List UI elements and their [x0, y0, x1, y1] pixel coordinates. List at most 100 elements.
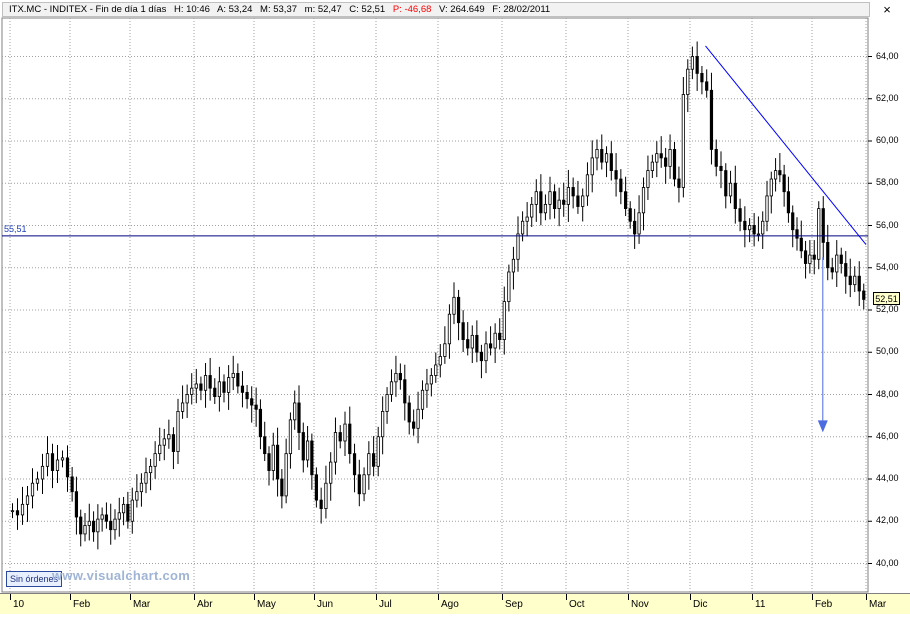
x-tick-mark: [812, 594, 813, 600]
candle-body: [641, 187, 646, 214]
candle-body: [668, 149, 672, 167]
candle-body: [857, 275, 861, 292]
candle-body: [479, 351, 484, 362]
candle-body: [104, 514, 109, 522]
y-tick-label: 52,00: [876, 304, 899, 314]
candle-body: [520, 220, 525, 235]
x-axis: 10 Feb Mar Abr May Jun Jul Ago Sep Oct Nov Dic 11 Feb…: [0, 593, 910, 614]
candle-body: [853, 275, 857, 286]
candle-body: [357, 474, 361, 495]
y-tick-label: 60,00: [876, 135, 899, 145]
candle-body: [148, 465, 153, 474]
candle-body: [502, 301, 506, 340]
x-tick-mark: [194, 594, 195, 600]
candle-body: [686, 68, 690, 95]
candle-body: [562, 199, 566, 205]
candle-body: [117, 512, 121, 520]
candle-body: [738, 208, 742, 222]
candle-body: [456, 296, 461, 324]
x-tick-label: Dic: [693, 599, 708, 610]
candle-body: [803, 250, 808, 264]
orders-button[interactable]: Sin órdenes: [6, 571, 63, 587]
candle-body: [748, 225, 752, 231]
candle-body: [637, 212, 641, 235]
candle-body: [20, 503, 25, 516]
candle-body: [743, 220, 747, 231]
close-icon[interactable]: ×: [883, 2, 891, 17]
candle-body: [619, 178, 623, 193]
candle-body: [765, 195, 769, 222]
candle-body: [530, 203, 534, 218]
candle-body: [672, 149, 677, 180]
mid-label: M: 53,37: [260, 4, 298, 15]
ticker-label: ITX.MC - INDITEX - Fin de día 1 días: [9, 4, 167, 15]
candle-body: [79, 516, 83, 535]
candle-body: [30, 482, 35, 497]
candle-body: [25, 495, 30, 505]
candle-body: [590, 157, 594, 176]
target-arrow-head: [817, 420, 828, 433]
x-tick-label: Feb: [73, 599, 91, 610]
y-tick-label: 48,00: [876, 388, 899, 399]
candle-body: [293, 402, 297, 421]
candle-body: [203, 375, 208, 391]
candle-body: [109, 520, 113, 531]
candle-body: [258, 408, 263, 438]
candle-body: [548, 191, 552, 205]
candle-body: [213, 387, 217, 398]
candle-body: [208, 375, 212, 389]
candle-body: [348, 423, 352, 455]
candle-body: [488, 343, 493, 349]
candle-body: [185, 394, 189, 404]
candle-body: [659, 153, 663, 159]
candle-body: [786, 191, 791, 214]
candle-body: [338, 432, 342, 442]
candle-body: [87, 520, 91, 526]
candle-body: [466, 339, 470, 349]
x-tick-mark: [566, 594, 567, 600]
candle-body: [96, 518, 100, 533]
candle-body: [511, 258, 516, 273]
candle-body: [484, 343, 488, 362]
candle-body: [773, 170, 778, 180]
y-tick-label: 50,00: [876, 346, 899, 357]
y-tick-label: 64,00: [876, 50, 899, 61]
x-tick-label: 11: [755, 599, 766, 610]
x-tick-mark: [866, 594, 867, 600]
candle-body: [557, 199, 561, 209]
x-tick-label: 10: [13, 599, 25, 610]
candle-body: [795, 229, 799, 239]
candle-body: [153, 453, 157, 467]
candle-body: [158, 444, 162, 455]
candle-body: [425, 383, 429, 391]
candle-body: [329, 461, 333, 484]
candle-body: [812, 254, 816, 260]
candle-body: [162, 438, 166, 446]
x-tick-label: Nov: [631, 599, 649, 610]
x-tick-label: Mar: [869, 599, 887, 610]
candle-body: [461, 322, 465, 340]
candle-body: [190, 387, 194, 395]
candle-body: [55, 459, 60, 471]
candle-body: [595, 149, 599, 159]
candle-body: [362, 474, 366, 495]
candle-body: [576, 195, 580, 207]
x-tick-label: Abr: [197, 599, 213, 610]
candle-body: [516, 233, 520, 260]
candle-body: [655, 153, 659, 163]
volume-label: V: 264.649: [439, 4, 485, 15]
candle-body: [724, 170, 728, 197]
candle-body: [447, 313, 452, 345]
candle-body: [705, 81, 709, 91]
candle-body: [799, 237, 803, 252]
candle-body: [167, 434, 171, 440]
candle-body: [830, 267, 834, 273]
x-tick-mark: [314, 594, 315, 600]
candle-body: [70, 476, 74, 493]
candle-body: [91, 520, 96, 533]
date-label: F: 28/02/2011: [492, 4, 551, 15]
candle-body: [314, 474, 318, 501]
last-price-badge: 52,51: [873, 292, 900, 306]
candle-body: [808, 254, 812, 264]
